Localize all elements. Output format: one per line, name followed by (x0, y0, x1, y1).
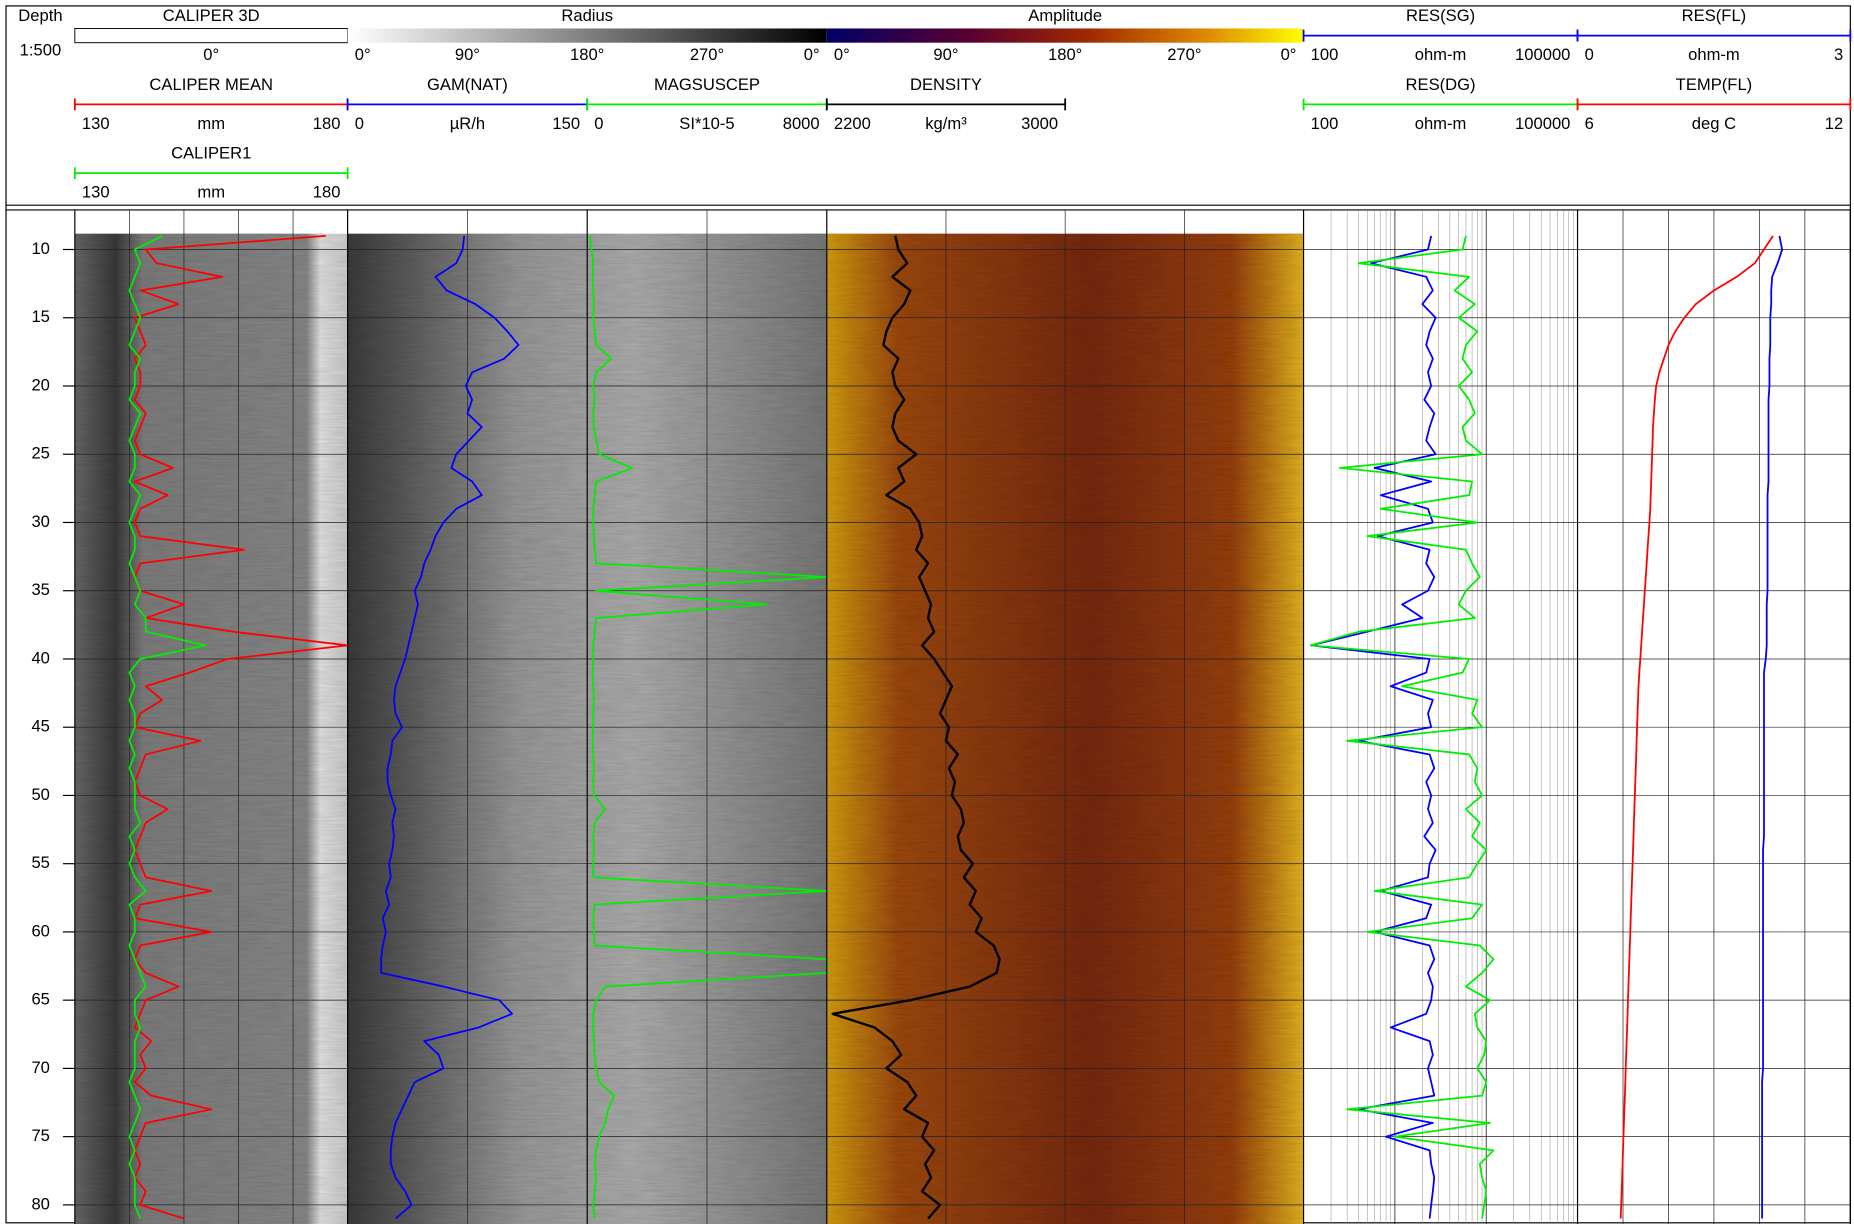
image-log-label: 0° (804, 45, 820, 64)
image-logs (75, 234, 1304, 1224)
depth-tick-label: 50 (31, 785, 49, 804)
image-log-label: 0° (355, 45, 371, 64)
curve-name: TEMP(FL) (1676, 75, 1753, 94)
well-log: Depth 1:500 1015202530354045505560657075… (0, 0, 1854, 1224)
scale-max: 180 (313, 114, 341, 133)
scale-unit: mm (197, 183, 225, 202)
depth-tick-label: 10 (31, 239, 49, 258)
image-log-label: 0° (1281, 45, 1297, 64)
curve-name: RES(FL) (1682, 6, 1747, 25)
radius-bar (348, 28, 827, 42)
scale-max: 12 (1825, 114, 1843, 133)
scale-max: 150 (552, 114, 580, 133)
depth-tick-label: 40 (31, 648, 49, 667)
image-log-label: 90° (455, 45, 480, 64)
image-log-name: CALIPER 3D (163, 6, 260, 25)
curve-name: CALIPER MEAN (149, 75, 273, 94)
depth-tick-label: 75 (31, 1126, 49, 1145)
image-log-label: 270° (690, 45, 724, 64)
depth-tick-label: 30 (31, 512, 49, 531)
depth-tick-label: 25 (31, 444, 49, 463)
scale-max: 3 (1834, 45, 1843, 64)
scale-max: 100000 (1515, 45, 1570, 64)
scale-unit: SI*10-5 (679, 114, 734, 133)
scale-max: 180 (313, 183, 341, 202)
image-log-label: 270° (1167, 45, 1201, 64)
depth-tick-label: 55 (31, 853, 49, 872)
curve-name: MAGSUSCEP (654, 75, 760, 94)
image-log-label: 180° (1048, 45, 1082, 64)
scale-unit: ohm-m (1415, 114, 1467, 133)
scale-unit: ohm-m (1688, 45, 1740, 64)
depth-tick-label: 80 (31, 1194, 49, 1213)
depth-header: Depth (18, 6, 62, 25)
image-log-label: 0° (203, 45, 219, 64)
depth-tick-label: 15 (31, 307, 49, 326)
image-log-label: 0° (834, 45, 850, 64)
curve-name: RES(DG) (1406, 75, 1476, 94)
curve-name: GAM(NAT) (427, 75, 508, 94)
caliper-3d-image (75, 234, 348, 1224)
depth-tick-label: 35 (31, 580, 49, 599)
depth-tick-label: 20 (31, 375, 49, 394)
depth-tick-label: 45 (31, 717, 49, 736)
scale-unit: ohm-m (1415, 45, 1467, 64)
scale-unit: µR/h (450, 114, 485, 133)
scale-max: 100000 (1515, 114, 1570, 133)
depth-tick-label: 60 (31, 921, 49, 940)
image-log-name: Amplitude (1028, 6, 1102, 25)
scale-min: 100 (1311, 114, 1339, 133)
image-log-label: 180° (570, 45, 604, 64)
scale-unit: deg C (1692, 114, 1736, 133)
curve-name: RES(SG) (1406, 6, 1475, 25)
scale-min: 0 (1585, 45, 1594, 64)
curve-name: CALIPER1 (171, 144, 251, 163)
image-log-label: 90° (933, 45, 958, 64)
scale-min: 0 (355, 114, 364, 133)
scale-unit: mm (197, 114, 225, 133)
depth-tick-label: 65 (31, 990, 49, 1009)
scale-max: 3000 (1021, 114, 1058, 133)
depth-tick-label: 70 (31, 1058, 49, 1077)
scale-min: 130 (82, 114, 110, 133)
curve-name: DENSITY (910, 75, 982, 94)
scale-min: 100 (1311, 45, 1339, 64)
scale-min: 6 (1585, 114, 1594, 133)
amplitude-bar (827, 28, 1304, 42)
scale-min: 130 (82, 183, 110, 202)
scale-min: 0 (594, 114, 603, 133)
caliper-3d-bar (75, 28, 348, 42)
scale-min: 2200 (834, 114, 871, 133)
image-log-name: Radius (561, 6, 613, 25)
scale-unit: kg/m³ (925, 114, 967, 133)
scale-label: 1:500 (20, 40, 62, 59)
scale-max: 8000 (783, 114, 820, 133)
